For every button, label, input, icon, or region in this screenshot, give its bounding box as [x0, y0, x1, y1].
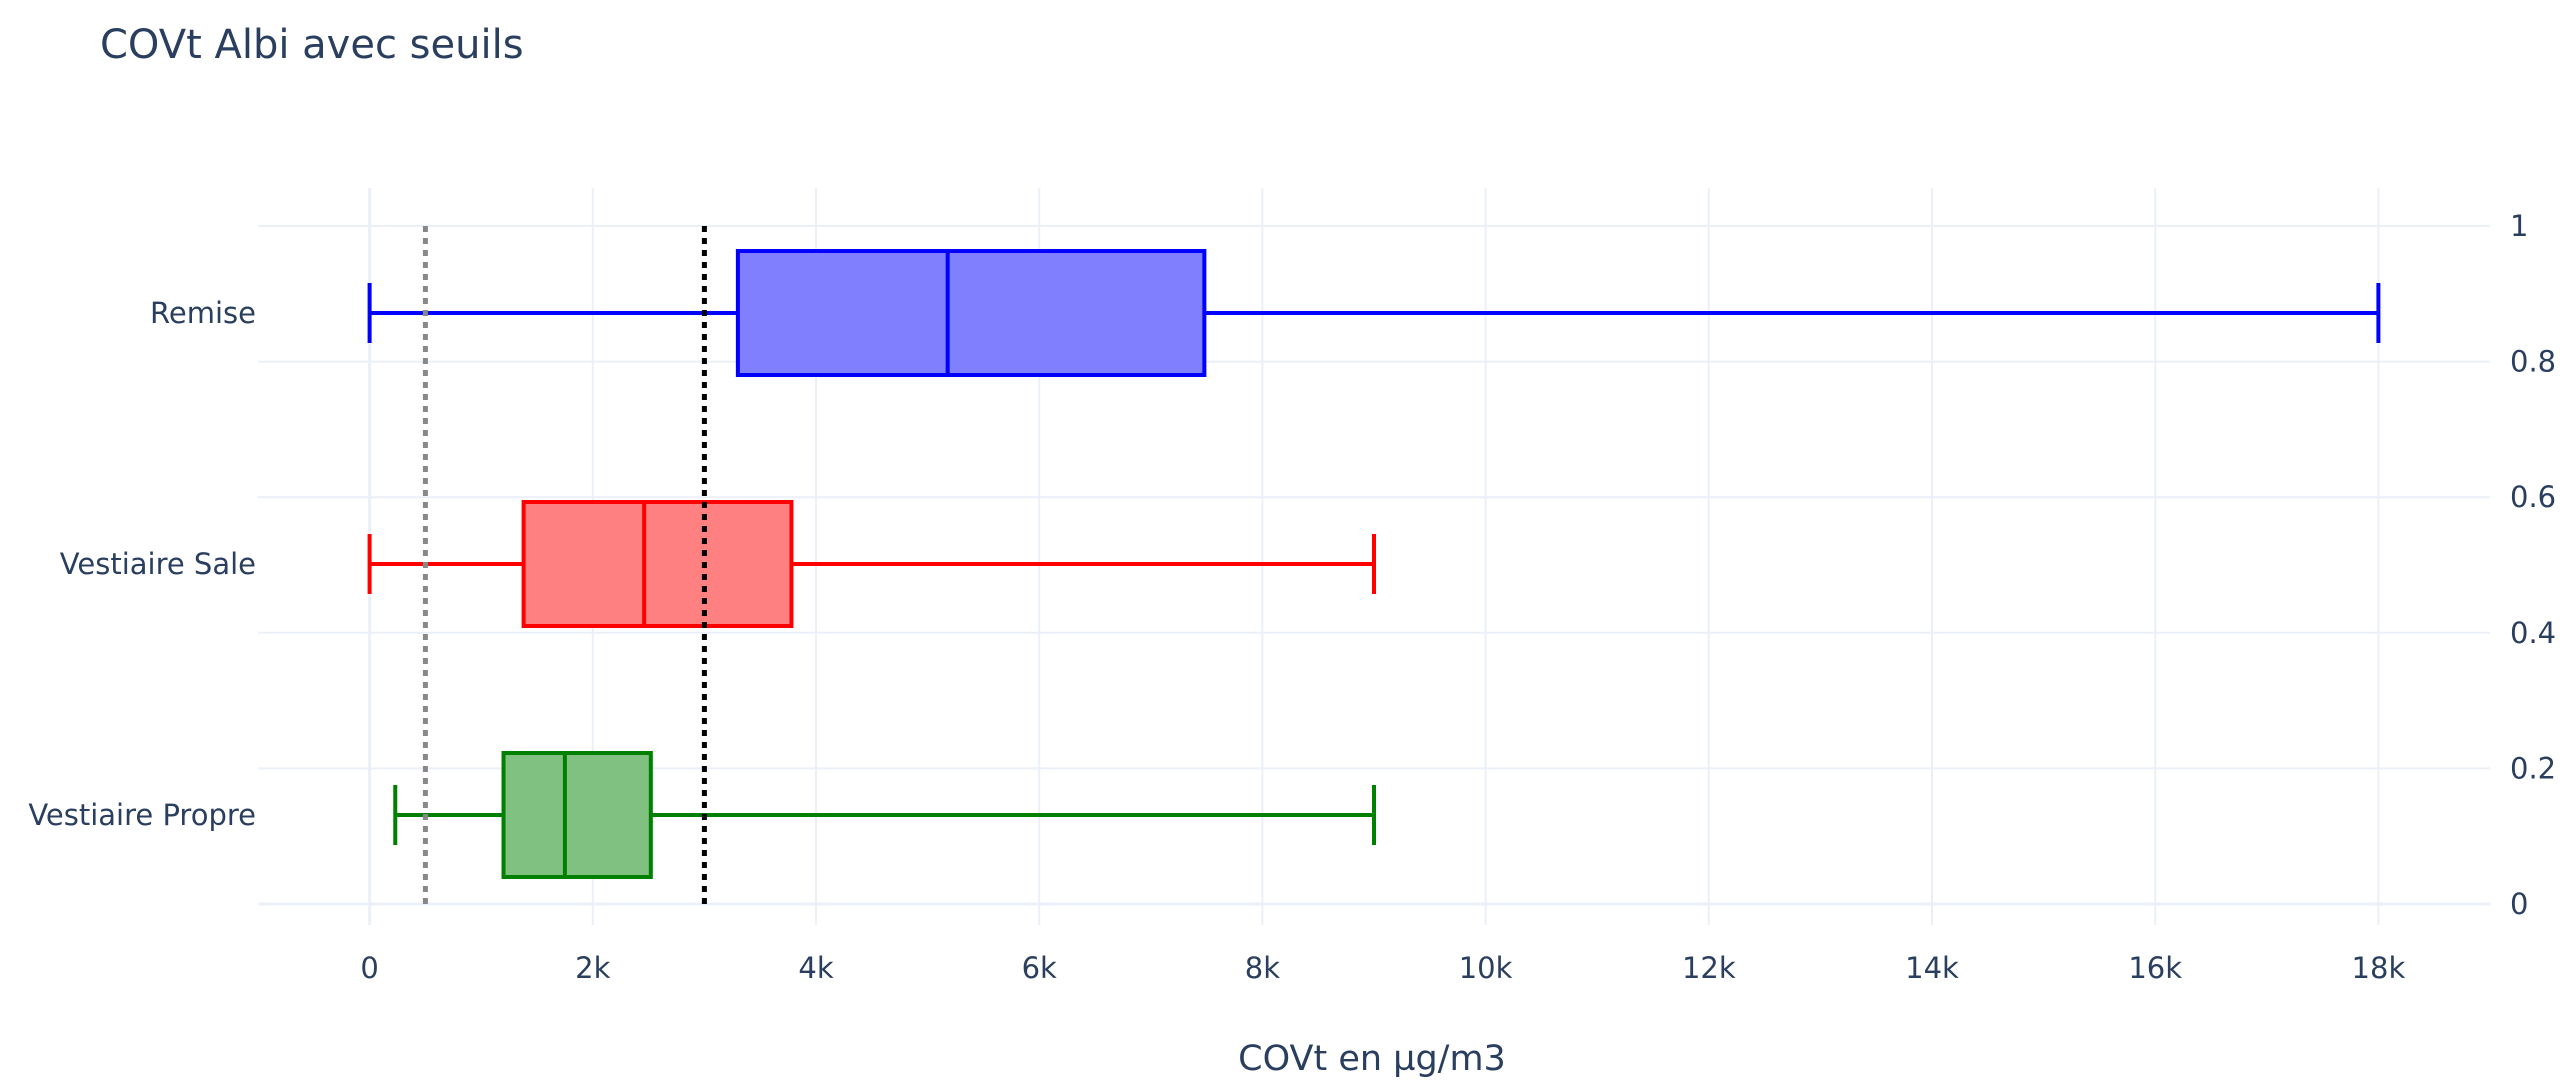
x-tick-label: 2k	[575, 951, 610, 985]
x-tick-label: 14k	[1905, 951, 1959, 985]
box-layer	[367, 249, 2381, 879]
right-y-tick-label: 0.6	[2510, 480, 2556, 514]
y-category-label: Remise	[150, 296, 256, 330]
x-tick-label: 4k	[798, 951, 833, 985]
threshold-layer	[422, 226, 707, 904]
y-category-label: Vestiaire Propre	[28, 798, 256, 832]
x-axis-title: COVt en µg/m3	[1238, 1039, 1506, 1079]
iqr-box	[521, 500, 794, 628]
iqr-box	[735, 249, 1207, 377]
axis-layer: 0 2k 4k 6k 8k 10k 12k 14k 16k 18k 0 0.2 0.4 0.6 0.8 1 Re…	[28, 209, 2556, 985]
x-tick-label: 8k	[1245, 951, 1280, 985]
right-y-tick-label: 1	[2510, 209, 2528, 243]
box-vestiaire-propre	[393, 751, 1376, 879]
chart-title: COVt Albi avec seuils	[100, 22, 524, 68]
y-category-label: Vestiaire Sale	[60, 547, 256, 581]
right-y-tick-label: 0.4	[2510, 616, 2556, 650]
x-tick-label: 16k	[2128, 951, 2182, 985]
x-tick-label: 18k	[2352, 951, 2406, 985]
x-tick-label: 10k	[1459, 951, 1513, 985]
box-remise	[367, 249, 2381, 377]
x-tick-label: 6k	[1022, 951, 1057, 985]
box-vestiaire-sale	[367, 500, 1376, 628]
right-y-tick-label: 0	[2510, 887, 2528, 921]
right-y-tick-label: 0.8	[2510, 345, 2556, 379]
x-tick-label: 0	[360, 951, 378, 985]
iqr-box	[501, 751, 653, 879]
x-tick-label: 12k	[1682, 951, 1736, 985]
right-y-tick-label: 0.2	[2510, 751, 2556, 785]
